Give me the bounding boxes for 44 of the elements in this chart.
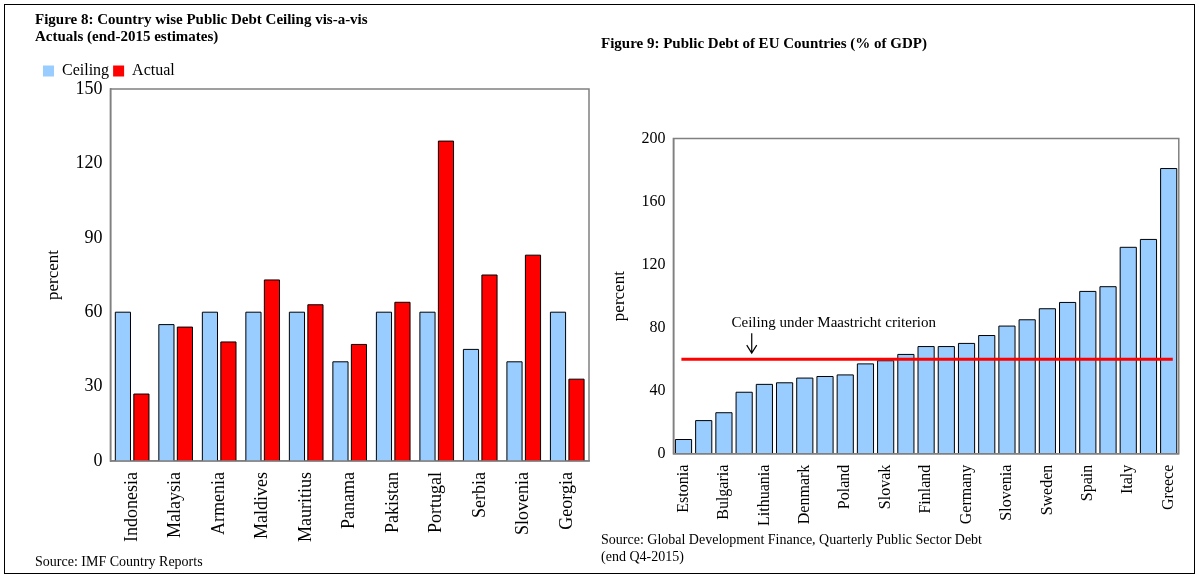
y-tick-label: 120 [641, 254, 666, 272]
y-tick-label: 30 [84, 375, 103, 396]
y-tick-label: 160 [641, 191, 666, 209]
source-note: Source: Global Development Finance, Quarterly Public Sector Debt (end Q4-2015) [601, 531, 983, 565]
y-axis-title: percent [42, 249, 62, 301]
y-tick-label: 0 [93, 449, 103, 470]
x-tick-label: Portugal [425, 472, 446, 533]
x-tick-label: Maldives [251, 472, 272, 539]
legend-label: Actual [132, 61, 176, 79]
x-tick-label: Estonia [673, 464, 691, 513]
y-tick-label: 200 [641, 128, 666, 146]
x-tick-label: Pakistan [381, 472, 402, 533]
y-tick-label: 120 [75, 152, 103, 173]
chart-title: Figure 8: Country wise Public Debt Ceiling vis-a-vis Actuals (end-2015 estimates) [35, 11, 369, 45]
y-tick-label: 40 [649, 380, 666, 398]
x-tick-label: Finland [916, 464, 934, 514]
x-tick-label: Slovenia [512, 472, 533, 535]
y-axis-title: percent [608, 270, 628, 322]
x-tick-label: Poland [835, 464, 853, 510]
ref-line-label: Ceiling under Maastricht criterion [731, 314, 937, 331]
x-tick-label: Malaysia [164, 472, 185, 538]
x-tick-label: Mauritius [294, 472, 315, 542]
x-tick-label: Indonesia [120, 472, 141, 542]
x-tick-label: Serbia [468, 471, 489, 518]
source-note: Source: IMF Country Reports [35, 553, 204, 570]
x-tick-label: Bulgaria [714, 464, 733, 520]
legend-label: Ceiling [62, 61, 110, 80]
x-tick-label: Georgia [555, 472, 576, 530]
x-tick-label: Slovenia [997, 464, 1015, 521]
x-tick-label: Germany [956, 464, 975, 525]
x-tick-label: Slovak [875, 464, 893, 510]
x-tick-label: Spain [1078, 464, 1097, 502]
x-tick-label: Denmark [795, 464, 812, 525]
chart-title: Figure 9: Public Debt of EU Countries (% of GDP) [601, 35, 928, 52]
y-tick-label: 90 [84, 226, 103, 247]
y-tick-label: 60 [84, 300, 103, 321]
x-tick-label: Lithuania [754, 464, 772, 526]
y-tick-label: 0 [657, 443, 666, 461]
x-tick-label: Panama [338, 472, 359, 529]
x-tick-label: Armenia [207, 472, 228, 535]
y-tick-label: 80 [649, 317, 666, 335]
x-tick-label: Italy [1118, 464, 1137, 495]
x-tick-label: Sweden [1037, 464, 1055, 516]
x-tick-label: Greece [1158, 464, 1176, 510]
